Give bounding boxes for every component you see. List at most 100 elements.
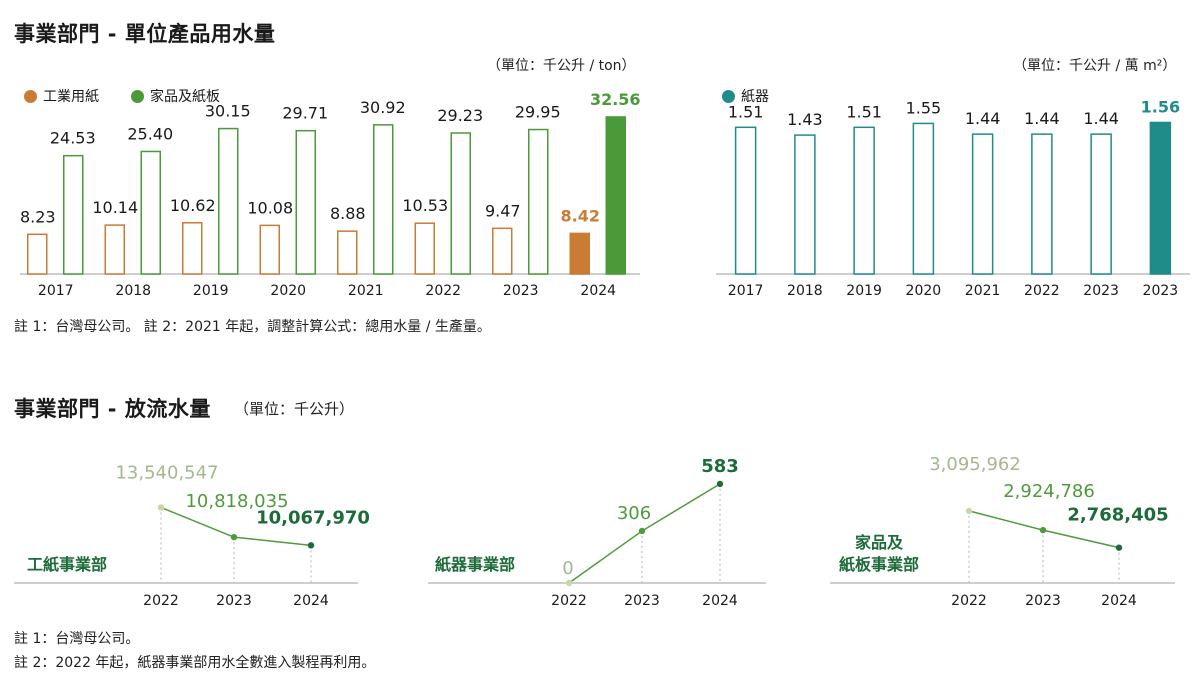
x-tick-label: 2020 xyxy=(270,283,306,299)
x-tick-label: 2017 xyxy=(728,283,764,299)
legend-label: 紙器 xyxy=(741,89,769,105)
section2-unit: （單位：千公升） xyxy=(234,400,355,418)
bar-家品及紙板-2017 xyxy=(63,154,84,275)
bar-工業用紙-2021 xyxy=(337,230,358,275)
data-label: 8.42 xyxy=(561,206,600,225)
x-tick-label: 2023 xyxy=(1143,283,1179,299)
bar-紙器-2020 xyxy=(912,122,935,275)
x-tick-label: 2022 xyxy=(551,593,587,609)
data-label: 8.23 xyxy=(20,207,56,226)
data-label: 2,768,405 xyxy=(1067,505,1168,526)
series-line xyxy=(568,483,721,584)
x-tick-label: 2023 xyxy=(216,593,252,609)
section2-title: 事業部門 - 放流水量 xyxy=(14,397,211,421)
x-tick-label: 2023 xyxy=(624,593,660,609)
bar-家品及紙板-2021 xyxy=(373,124,394,275)
bar-工業用紙-2017 xyxy=(27,233,48,275)
data-label: 10.62 xyxy=(170,196,216,215)
chart-title: 家品及 xyxy=(855,533,904,552)
data-label: 306 xyxy=(617,503,651,524)
bar-工業用紙-2024 xyxy=(569,232,590,275)
bar-工業用紙-2023 xyxy=(492,227,513,275)
data-point xyxy=(230,533,238,541)
green-dot-icon xyxy=(131,89,144,103)
data-point xyxy=(1115,544,1123,551)
x-tick-label: 2022 xyxy=(951,593,987,609)
data-label: 2,924,786 xyxy=(1003,481,1095,502)
section1-note: 註 1：台灣母公司。 註 2：2021 年起，調整計算公式：總用水量 / 生產量… xyxy=(14,319,491,335)
bar-工業用紙-2019 xyxy=(182,222,203,275)
data-label: 1.51 xyxy=(728,102,764,121)
bar-工業用紙-2018 xyxy=(104,224,125,275)
chart-title: 紙器事業部 xyxy=(435,555,515,574)
x-tick-label: 2021 xyxy=(348,283,384,299)
data-point xyxy=(638,527,646,535)
data-label: 10,818,035 xyxy=(185,491,288,512)
x-tick-label: 2024 xyxy=(702,593,738,609)
unit-label-right: （單位：千公升 / 萬 m²） xyxy=(1013,58,1177,74)
data-label: 1.55 xyxy=(906,98,942,117)
data-label: 1.51 xyxy=(846,102,882,121)
data-label: 30.15 xyxy=(205,102,251,121)
chart-title: 紙板事業部 xyxy=(839,555,919,574)
data-label: 0 xyxy=(562,558,573,579)
x-tick-label: 2019 xyxy=(846,283,882,299)
section2-note-2: 註 2：2022 年起，紙器事業部用水全數進入製程再利用。 xyxy=(14,655,376,671)
data-point xyxy=(965,507,973,515)
bar-紙器-2017 xyxy=(734,126,757,275)
x-tick-label: 2024 xyxy=(580,283,616,299)
data-label: 1.56 xyxy=(1141,97,1180,116)
x-tick-label: 2017 xyxy=(38,283,74,299)
orange-dot-icon xyxy=(24,89,37,103)
chart-title: 工紙事業部 xyxy=(27,555,107,574)
legend-industrial-paper: 工業用紙 xyxy=(24,86,99,106)
bar-家品及紙板-2023 xyxy=(528,128,549,275)
x-tick-label: 2018 xyxy=(787,283,823,299)
bar-紙器-2019 xyxy=(853,126,875,275)
x-tick-label: 2023 xyxy=(1025,593,1061,609)
data-label: 3,095,962 xyxy=(929,454,1021,475)
data-label: 1.44 xyxy=(965,109,1001,128)
x-tick-label: 2022 xyxy=(143,593,179,609)
data-label: 13,540,547 xyxy=(115,462,218,483)
data-label: 583 xyxy=(701,456,739,477)
data-label: 1.43 xyxy=(787,110,823,129)
x-tick-label: 2018 xyxy=(115,283,151,299)
bar-家品及紙板-2022 xyxy=(450,132,471,275)
data-point xyxy=(1039,526,1047,534)
bar-工業用紙-2020 xyxy=(259,224,280,275)
bar-紙器-2023 xyxy=(1149,121,1172,275)
data-label: 10.08 xyxy=(247,198,293,217)
bar-工業用紙-2022 xyxy=(414,222,435,275)
x-tick-label: 2022 xyxy=(425,283,461,299)
data-label: 29.23 xyxy=(437,106,483,125)
bar-家品及紙板-2024 xyxy=(605,116,626,275)
x-tick-label: 2020 xyxy=(906,283,942,299)
bar-家品及紙板-2018 xyxy=(140,150,161,275)
data-label: 29.95 xyxy=(515,103,561,122)
section1-title: 事業部門 - 單位產品用水量 xyxy=(14,22,276,46)
data-label: 29.71 xyxy=(282,104,328,123)
data-label: 24.53 xyxy=(50,129,96,148)
unit-label-left: （單位：千公升 / ton） xyxy=(487,58,636,74)
teal-dot-icon xyxy=(722,89,735,103)
section2-note-1: 註 1：台灣母公司。 xyxy=(14,631,140,647)
bar-紙器-2018 xyxy=(794,134,816,275)
data-label: 1.44 xyxy=(1024,109,1060,128)
bar-紙器-2022 xyxy=(1031,133,1053,275)
x-tick-label: 2023 xyxy=(1083,283,1119,299)
data-label: 30.92 xyxy=(360,98,406,117)
x-tick-label: 2019 xyxy=(193,283,229,299)
legend-label: 家品及紙板 xyxy=(150,89,220,105)
data-label: 25.40 xyxy=(127,124,173,143)
x-tick-label: 2023 xyxy=(503,283,539,299)
bar-紙器-2021 xyxy=(971,133,994,275)
data-label: 32.56 xyxy=(590,90,641,109)
data-label: 10.14 xyxy=(92,198,138,217)
data-point xyxy=(716,480,724,488)
data-point xyxy=(565,579,573,587)
data-label: 8.88 xyxy=(330,204,366,223)
x-tick-label: 2024 xyxy=(293,593,329,609)
data-point xyxy=(157,504,165,511)
x-tick-label: 2021 xyxy=(965,283,1001,299)
